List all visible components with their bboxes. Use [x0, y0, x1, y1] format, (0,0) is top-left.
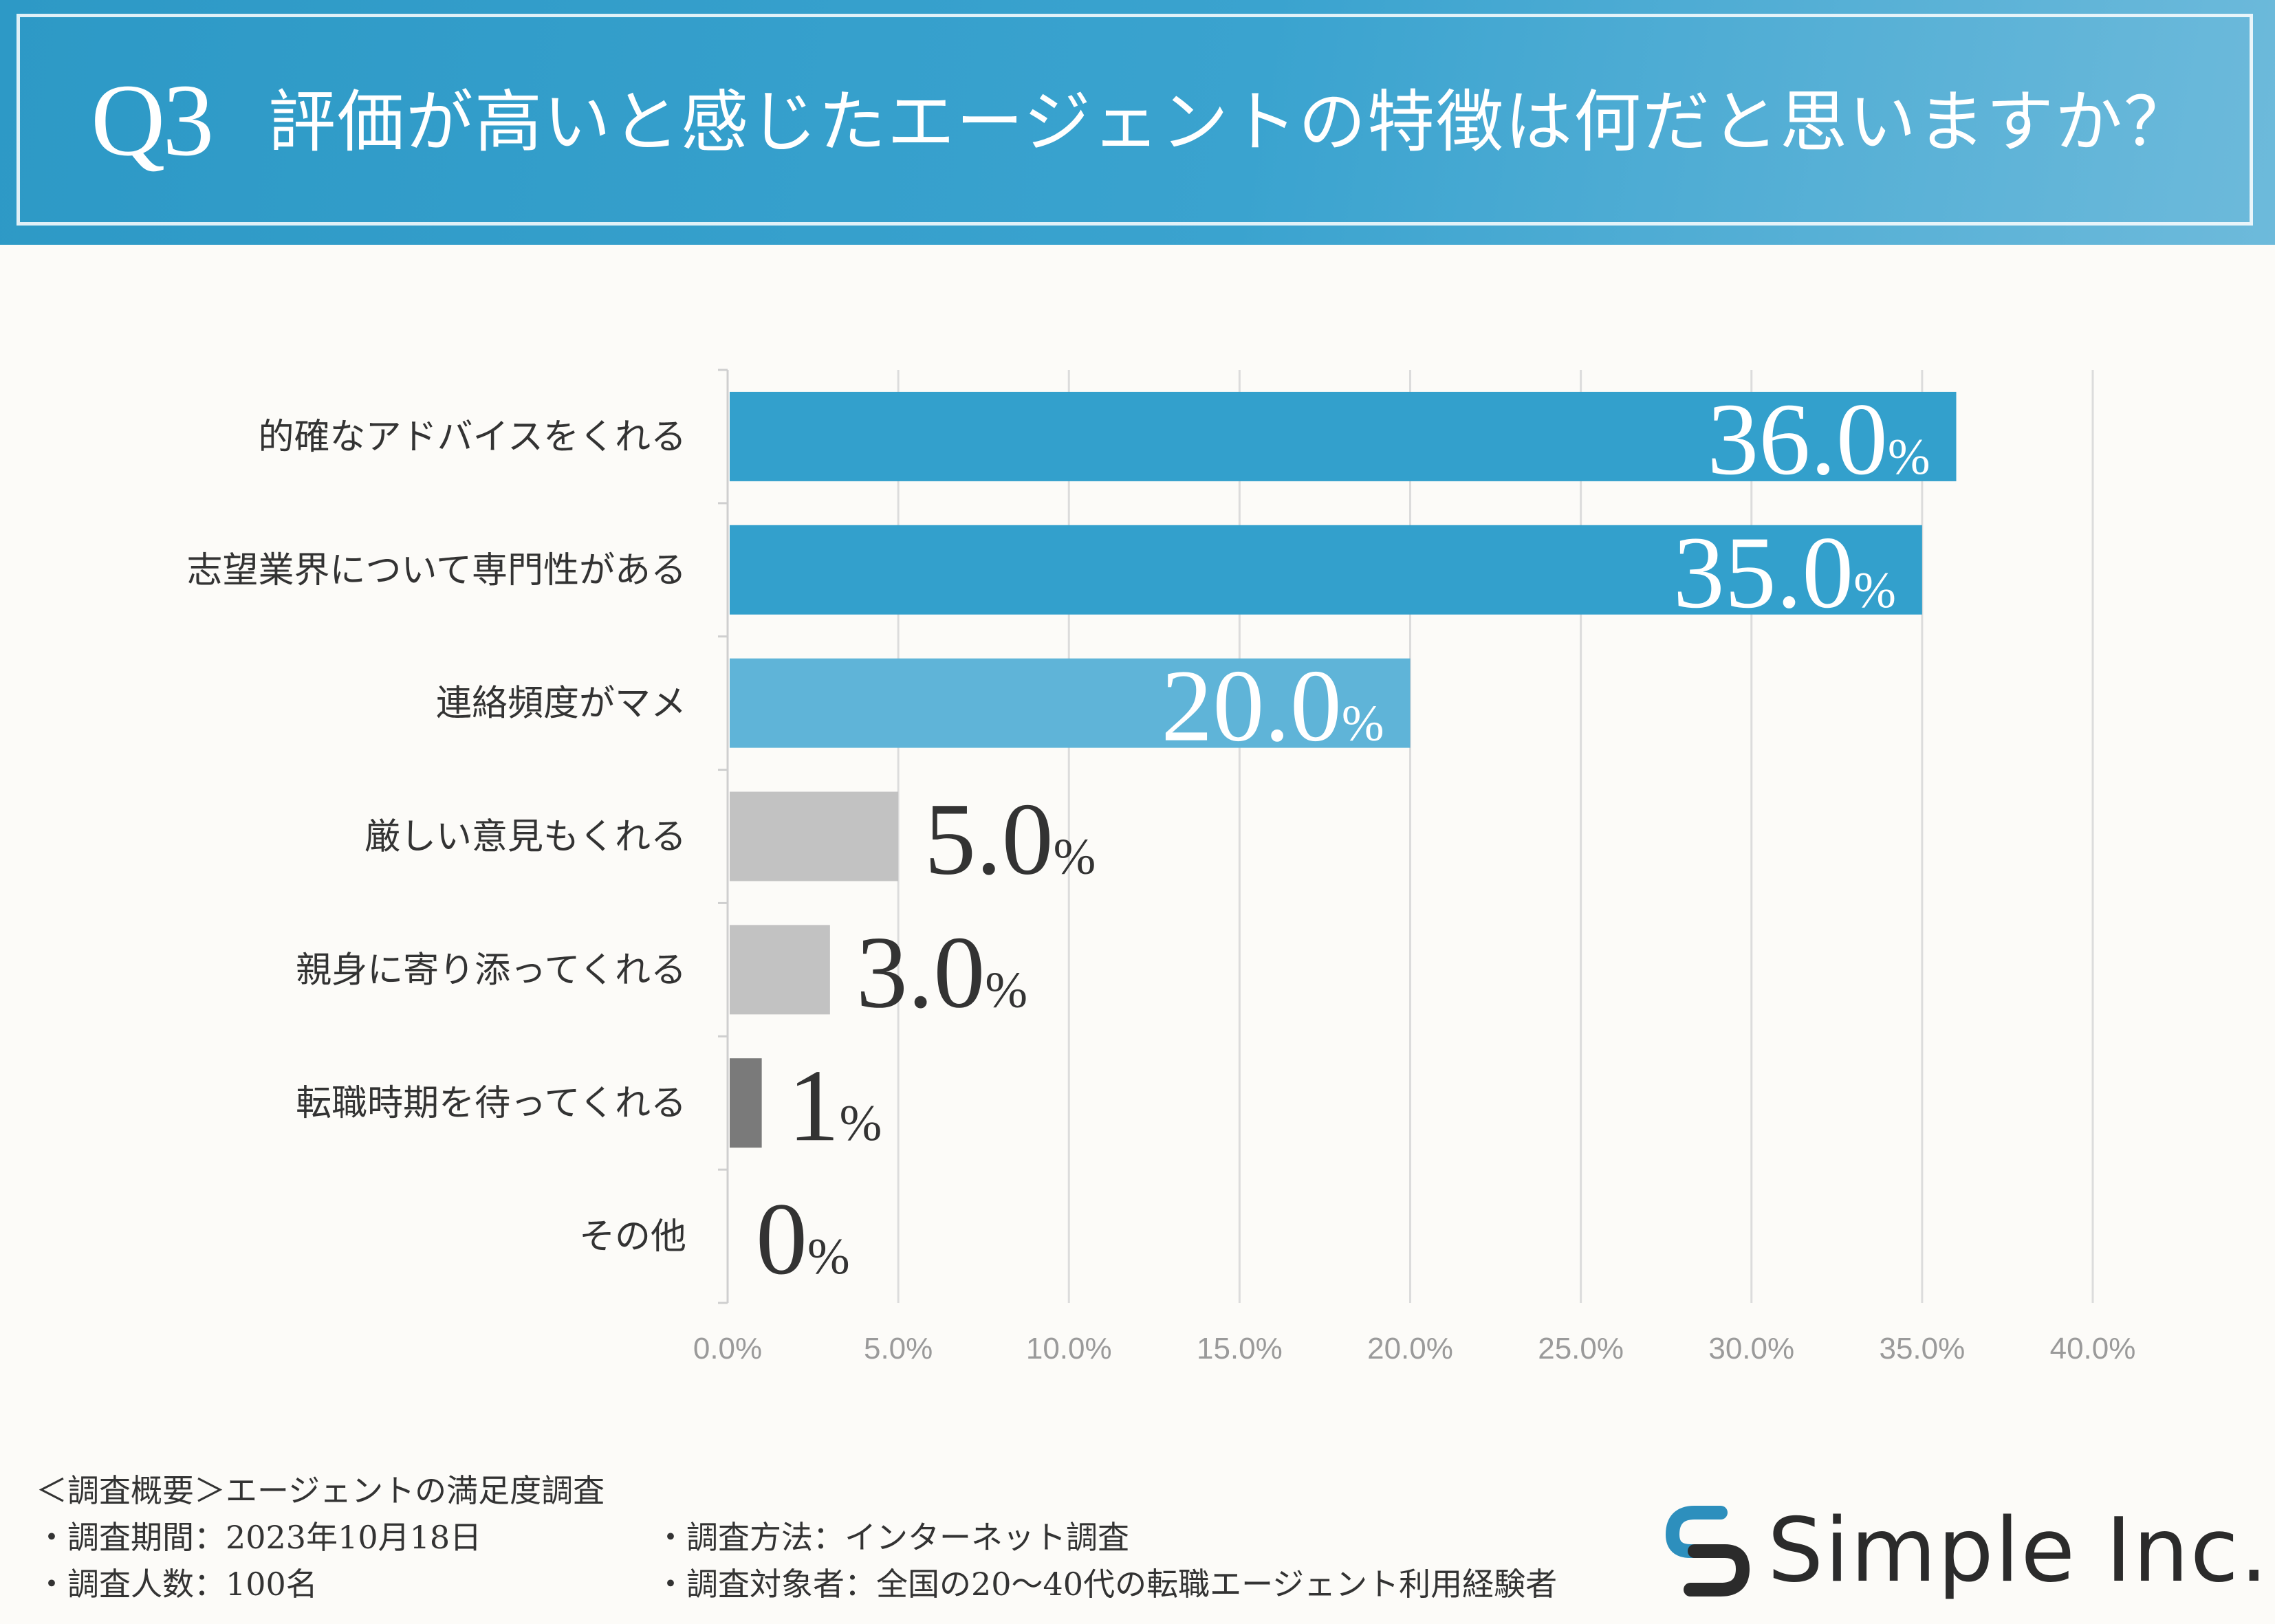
header-banner: Q3 評価が高いと感じたエージェントの特徴は何だと思いますか？: [0, 0, 2275, 245]
category-label: その他: [579, 1216, 686, 1258]
x-tick-label: 10.0%: [1026, 1332, 1112, 1365]
bar: [730, 1058, 762, 1148]
company-logo: Simple Inc.: [1663, 1503, 2268, 1599]
survey-target: ・調査対象者：全国の20～40代の転職エージェント利用経験者: [655, 1566, 1558, 1603]
bar: [730, 791, 899, 881]
data-label: 36.0%: [1707, 382, 1930, 496]
bar: [730, 391, 1957, 481]
survey-method: ・調査方法：インターネット調査: [655, 1519, 1129, 1556]
x-tick-label: 30.0%: [1708, 1332, 1794, 1365]
category-label: 親身に寄り添ってくれる: [296, 950, 686, 991]
x-tick-label: 25.0%: [1538, 1332, 1624, 1365]
data-label: 5.0%: [924, 782, 1096, 897]
data-label: 3.0%: [856, 915, 1027, 1029]
category-label: 志望業界について専門性がある: [187, 550, 686, 591]
x-tick-label: 40.0%: [2050, 1332, 2136, 1365]
data-label: 0%: [756, 1182, 850, 1296]
category-label: 連絡頻度がマメ: [436, 683, 686, 725]
bar: [730, 658, 1411, 748]
bar: [730, 525, 1922, 615]
category-label: 的確なアドバイスをくれる: [259, 417, 686, 458]
data-label: 1%: [788, 1049, 882, 1163]
question-title: 評価が高いと感じたエージェントの特徴は何だと思いますか？: [268, 83, 2193, 162]
x-tick-label: 15.0%: [1197, 1332, 1283, 1365]
x-tick-label: 0.0%: [693, 1332, 762, 1365]
x-tick-label: 35.0%: [1879, 1332, 1965, 1365]
x-tick-label: 5.0%: [864, 1332, 933, 1365]
survey-overview-title: ＜調査概要＞エージェントの満足度調査: [36, 1472, 605, 1509]
labels: 0.0% 5.0% 10.0% 15.0% 20.0% 25.0% 30.0% 35.0% 40…: [187, 382, 2136, 1365]
survey-period: ・調査期間：2023年10月18日: [36, 1519, 482, 1556]
logo-text: Simple Inc.: [1767, 1500, 2269, 1602]
x-tick-label: 20.0%: [1367, 1332, 1453, 1365]
survey-overview: ＜調査概要＞エージェントの満足度調査 ・調査期間：2023年10月18日 ・調査…: [36, 1470, 1686, 1621]
category-label: 厳しい意見もくれる: [364, 817, 686, 858]
logo-mark-icon: [1665, 1506, 1750, 1596]
data-label: 35.0%: [1673, 516, 1896, 630]
bar: [730, 925, 830, 1015]
data-label: 20.0%: [1161, 649, 1384, 763]
category-label: 転職時期を待ってくれる: [296, 1083, 686, 1124]
header-frame: [17, 14, 2253, 226]
question-number: Q3: [91, 63, 214, 177]
survey-count: ・調査人数：100名: [36, 1566, 318, 1603]
bars: [730, 391, 1957, 1148]
